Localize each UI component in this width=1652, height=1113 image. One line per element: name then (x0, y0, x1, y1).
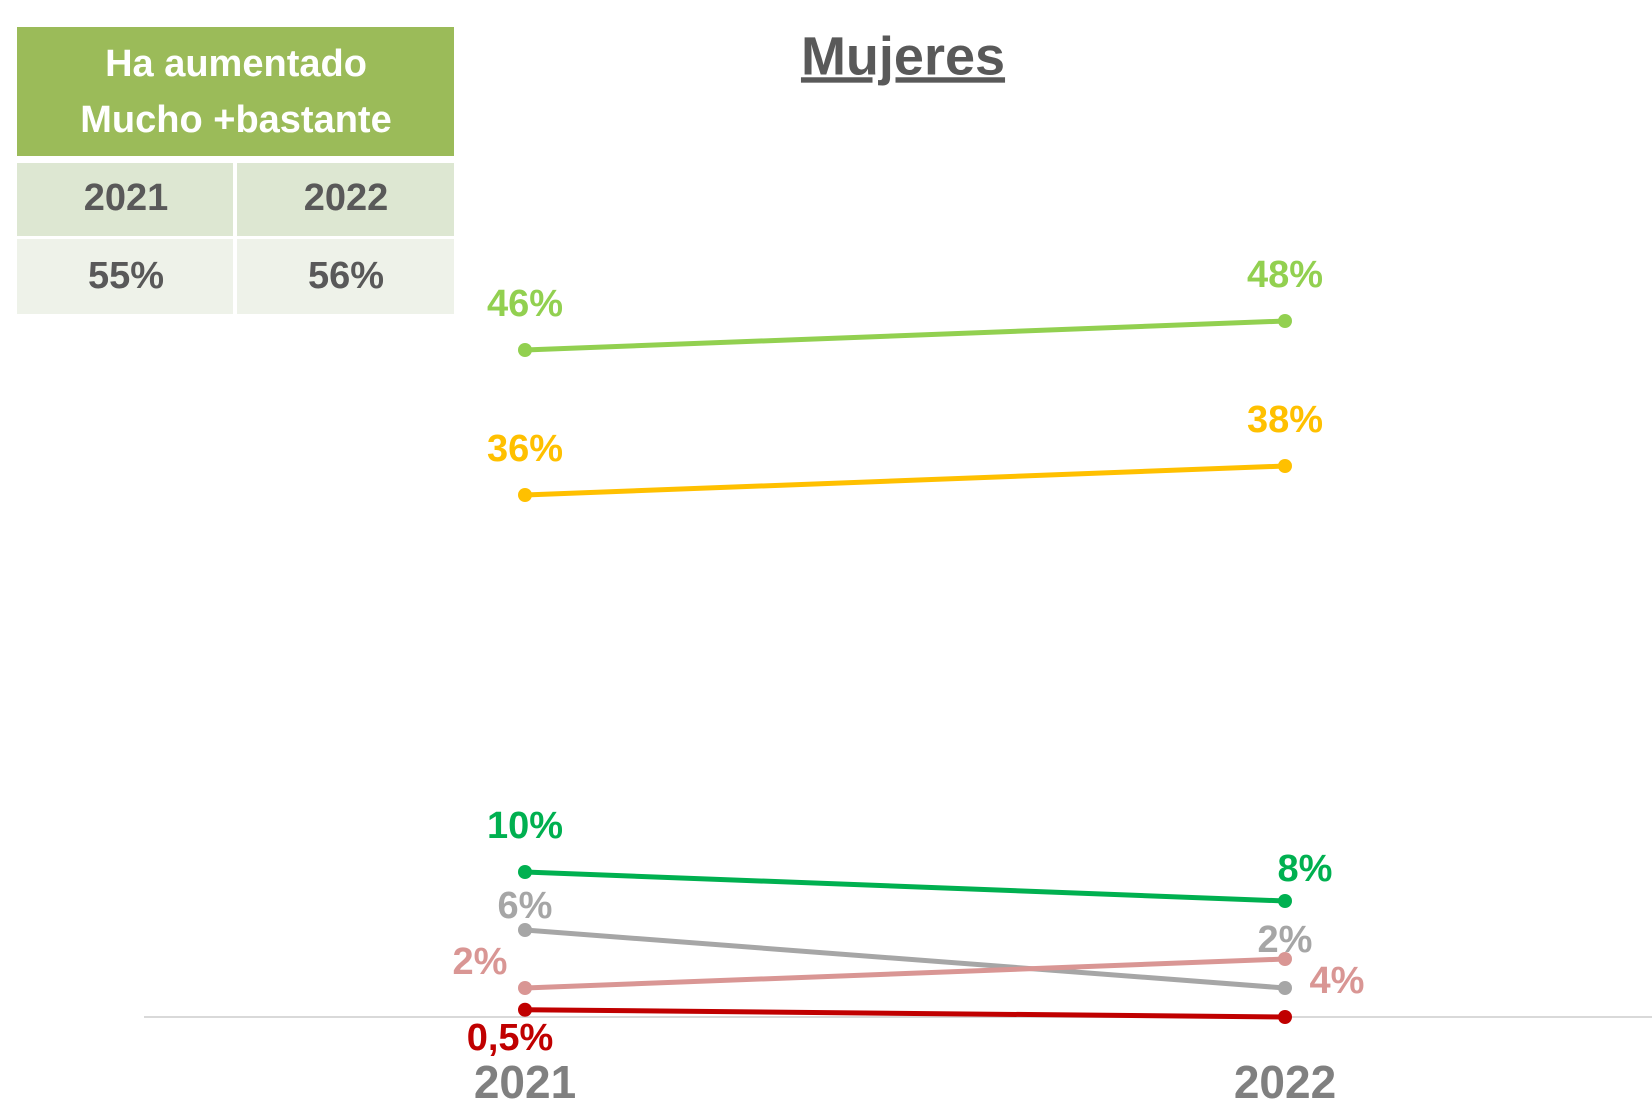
table-header: Mucho +bastante (80, 99, 391, 141)
table-header: Ha aumentado (105, 43, 367, 85)
x-tick-label: 2021 (474, 1056, 576, 1108)
table-cell: 56% (308, 255, 384, 297)
point (1278, 894, 1292, 908)
table-column: 2022 (304, 177, 389, 219)
data-label: 2% (453, 941, 508, 983)
data-label: 10% (487, 805, 563, 847)
series-line (524, 318, 1286, 353)
point (1278, 1010, 1292, 1024)
x-tick-label: 2022 (1234, 1056, 1336, 1108)
data-label: 8% (1278, 848, 1333, 890)
data-label: 4% (1310, 960, 1365, 1002)
series-line (524, 956, 1286, 991)
series-line (524, 1007, 1286, 1020)
point (518, 923, 532, 937)
point (518, 343, 532, 357)
point (518, 981, 532, 995)
table-cell-bg (17, 239, 233, 314)
point (518, 1002, 532, 1017)
point (1278, 459, 1292, 473)
table-cell-bg (237, 163, 454, 236)
series-line (524, 927, 1286, 991)
data-label: 38% (1247, 399, 1323, 441)
table-column: 2021 (84, 177, 169, 219)
point (518, 488, 532, 502)
point (1278, 314, 1292, 328)
point (1278, 981, 1292, 995)
table-cell-bg (17, 163, 233, 236)
series-line (524, 869, 1286, 904)
data-label: 48% (1247, 254, 1323, 296)
chart-title: Mujeres (801, 26, 1005, 86)
table-header-bg (17, 27, 454, 156)
point (518, 865, 532, 879)
series-line (524, 463, 1286, 498)
data-label: 46% (487, 283, 563, 325)
data-label: 6% (498, 885, 553, 927)
data-label: 36% (487, 428, 563, 470)
data-label: 0,5% (467, 1017, 554, 1059)
point (1278, 952, 1292, 966)
table-cell-bg (237, 239, 454, 314)
table-cell: 55% (88, 255, 164, 297)
